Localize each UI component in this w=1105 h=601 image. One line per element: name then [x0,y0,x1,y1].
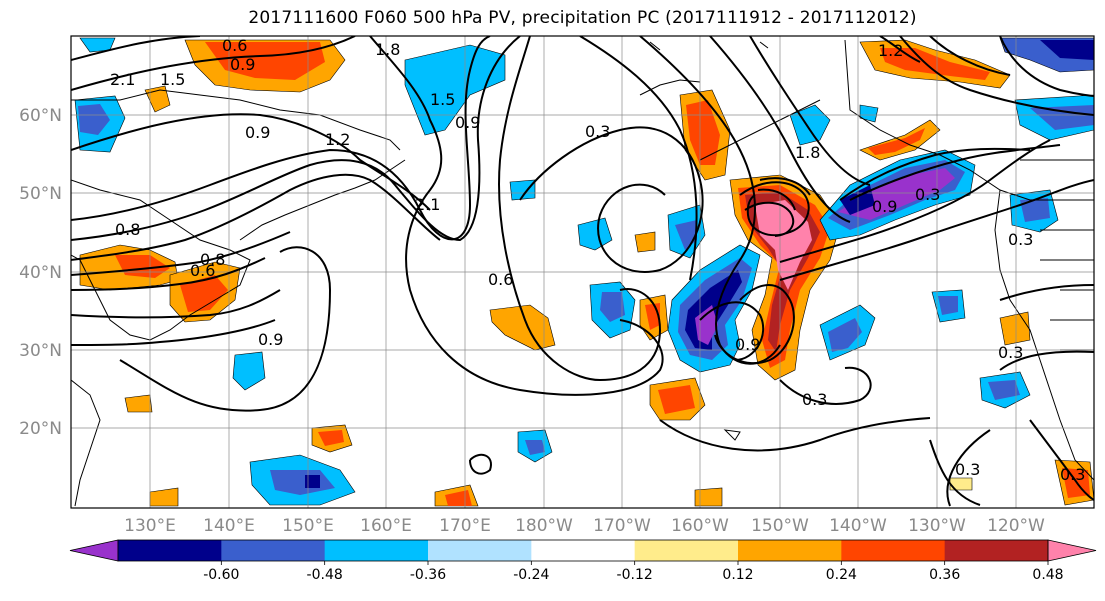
contour-label: 0.3 [1060,465,1085,484]
colorbar-tick-label: 0.12 [722,567,753,583]
contour-label: 0.8 [200,250,225,269]
contour-label: 2.1 [415,195,440,214]
contour-label: 0.9 [735,335,760,354]
lat-tick-label: 60°N [19,106,62,126]
lon-tick-label: 150°E [282,516,334,536]
colorbar-segment [221,540,326,561]
lon-tick-label: 170°W [593,516,651,536]
colorbar-tick-label: 0.36 [929,567,960,583]
contour-label: 1.2 [878,41,903,60]
colorbar-extend-low [69,539,119,562]
lon-tick-label: 130°W [908,516,966,536]
contour-label: 0.9 [872,197,897,216]
contour-label: 0.6 [488,270,513,289]
colorbar-segment [324,540,429,561]
latitude-axis: 60°N 50°N 40°N 30°N 20°N [19,106,62,439]
contour-label: 0.3 [1008,230,1033,249]
gridlines [71,36,1094,508]
colorbar-tick-label: -0.60 [203,567,239,583]
contour-label: 1.5 [160,70,185,89]
colorbar-tick-label: -0.48 [307,567,343,583]
contour-label: 0.3 [585,122,610,141]
map-frame [70,35,1095,509]
colorbar-segment [428,540,532,561]
contour-label: 0.9 [455,113,480,132]
contour-label: 0.3 [802,390,827,409]
colorbar-segment [118,540,222,561]
lat-tick-label: 20°N [19,419,62,439]
contour-label: 0.8 [115,220,140,239]
contour-label: 0.6 [190,261,215,280]
colorbar-tick-label: -0.24 [513,567,549,583]
lon-tick-label: 160°E [360,516,412,536]
colorbar-extend-high [1047,539,1097,562]
pv-contours [71,36,1094,507]
lon-tick-label: 160°W [671,516,729,536]
contour-label: 0.6 [222,36,247,55]
contour-label: 0.3 [915,185,940,204]
contour-label: 0.9 [230,55,255,74]
contour-label: 1.8 [375,40,400,59]
lon-tick-label: 180°W [515,516,573,536]
lon-tick-label: 120°W [987,516,1045,536]
contour-label: 0.9 [258,330,283,349]
colorbar-segment [841,540,946,561]
colorbar-segment [738,540,842,561]
contour-label: 0.9 [245,123,270,142]
lon-tick-label: 150°W [751,516,809,536]
colorbar-outline [117,539,1049,562]
colorbar-tick-label: 0.48 [1032,567,1063,583]
contour-label: 1.5 [430,90,455,109]
lon-tick-label: 140°E [203,516,255,536]
map-title: 2017111600 F060 500 hPa PV, precipitatio… [248,8,917,28]
colorbar-segment [944,540,1049,561]
longitude-axis: 130°E 140°E 150°E 160°E 170°E 180°W 170°… [124,516,1045,536]
colorbar-tick-label: 0.24 [826,567,857,583]
contour-labels: 0.6 0.9 1.5 2.1 1.8 1.5 0.9 1.2 0.9 0.3 … [110,36,1085,484]
lon-tick-label: 170°E [439,516,491,536]
colorbar-segment [531,540,636,561]
contour-label: 0.3 [955,460,980,479]
lat-tick-label: 30°N [19,341,62,361]
lat-tick-label: 50°N [19,184,62,204]
contour-label: 2.1 [110,70,135,89]
colorbar: -0.60 -0.48 -0.36 -0.24 -0.12 0.12 0.24 0.36 0.4… [69,539,1097,583]
colorbar-tick-label: -0.12 [617,567,653,583]
colorbar-segment [634,540,739,561]
lon-tick-label: 140°W [829,516,887,536]
contour-label: 1.8 [795,143,820,162]
lat-tick-label: 40°N [19,263,62,283]
contour-label: 0.3 [998,343,1023,362]
lon-tick-label: 130°E [124,516,176,536]
colorbar-tick-label: -0.36 [410,567,446,583]
contour-label: 1.2 [325,130,350,149]
